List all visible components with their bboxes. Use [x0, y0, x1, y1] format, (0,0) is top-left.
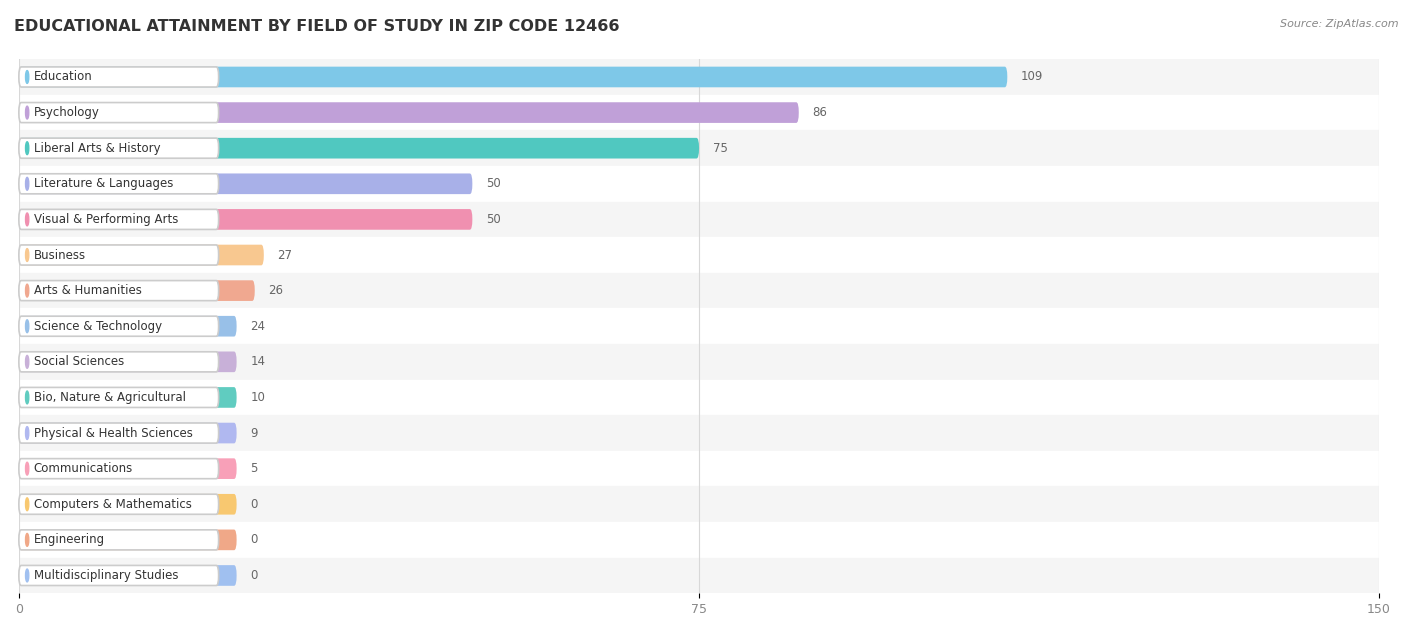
Circle shape [25, 177, 28, 190]
FancyBboxPatch shape [20, 245, 264, 266]
FancyBboxPatch shape [20, 316, 236, 336]
FancyBboxPatch shape [20, 387, 236, 408]
FancyBboxPatch shape [18, 67, 218, 87]
Text: Arts & Humanities: Arts & Humanities [34, 284, 142, 297]
Bar [20, 558, 1379, 593]
Text: 0: 0 [250, 498, 257, 510]
Text: Bio, Nature & Agricultural: Bio, Nature & Agricultural [34, 391, 186, 404]
FancyBboxPatch shape [20, 458, 236, 479]
Text: Communications: Communications [34, 462, 132, 475]
Text: Science & Technology: Science & Technology [34, 320, 162, 333]
Circle shape [25, 284, 28, 297]
Text: 27: 27 [277, 249, 292, 261]
Circle shape [25, 569, 28, 582]
Circle shape [25, 213, 28, 226]
Text: 0: 0 [250, 569, 257, 582]
FancyBboxPatch shape [20, 138, 699, 158]
Bar [20, 451, 1379, 487]
FancyBboxPatch shape [18, 103, 218, 122]
Text: Business: Business [34, 249, 86, 261]
FancyBboxPatch shape [18, 494, 218, 514]
Text: Education: Education [34, 71, 93, 83]
Bar [20, 309, 1379, 344]
Text: 9: 9 [250, 427, 257, 440]
Text: 26: 26 [269, 284, 284, 297]
Text: 75: 75 [713, 142, 727, 155]
Text: 50: 50 [486, 177, 501, 191]
FancyBboxPatch shape [20, 529, 236, 550]
FancyBboxPatch shape [20, 423, 236, 444]
Text: Engineering: Engineering [34, 533, 104, 546]
Circle shape [25, 533, 28, 546]
FancyBboxPatch shape [20, 565, 236, 586]
Circle shape [25, 355, 28, 369]
FancyBboxPatch shape [18, 352, 218, 372]
FancyBboxPatch shape [18, 423, 218, 443]
Text: 14: 14 [250, 355, 266, 369]
Circle shape [25, 391, 28, 404]
Text: Physical & Health Sciences: Physical & Health Sciences [34, 427, 193, 440]
FancyBboxPatch shape [18, 174, 218, 194]
Bar [20, 166, 1379, 201]
FancyBboxPatch shape [18, 387, 218, 408]
Bar [20, 344, 1379, 380]
Circle shape [25, 106, 28, 119]
FancyBboxPatch shape [20, 102, 799, 123]
FancyBboxPatch shape [20, 174, 472, 194]
Text: Liberal Arts & History: Liberal Arts & History [34, 142, 160, 155]
FancyBboxPatch shape [18, 281, 218, 300]
FancyBboxPatch shape [18, 316, 218, 336]
Bar [20, 237, 1379, 273]
Circle shape [25, 142, 28, 155]
Text: EDUCATIONAL ATTAINMENT BY FIELD OF STUDY IN ZIP CODE 12466: EDUCATIONAL ATTAINMENT BY FIELD OF STUDY… [14, 19, 620, 34]
Text: Literature & Languages: Literature & Languages [34, 177, 173, 191]
FancyBboxPatch shape [18, 209, 218, 230]
Text: 50: 50 [486, 213, 501, 226]
Bar [20, 380, 1379, 415]
Text: Visual & Performing Arts: Visual & Performing Arts [34, 213, 179, 226]
Circle shape [25, 249, 28, 261]
Bar [20, 95, 1379, 131]
FancyBboxPatch shape [18, 565, 218, 586]
Circle shape [25, 320, 28, 333]
Circle shape [25, 71, 28, 83]
FancyBboxPatch shape [20, 280, 254, 301]
Text: Social Sciences: Social Sciences [34, 355, 124, 369]
Text: Psychology: Psychology [34, 106, 100, 119]
Text: 109: 109 [1021, 71, 1043, 83]
Text: 5: 5 [250, 462, 257, 475]
Text: Source: ZipAtlas.com: Source: ZipAtlas.com [1281, 19, 1399, 29]
FancyBboxPatch shape [20, 67, 1007, 87]
Bar [20, 201, 1379, 237]
Bar [20, 415, 1379, 451]
FancyBboxPatch shape [18, 138, 218, 158]
FancyBboxPatch shape [18, 245, 218, 265]
FancyBboxPatch shape [18, 459, 218, 479]
Bar [20, 487, 1379, 522]
FancyBboxPatch shape [18, 530, 218, 550]
Text: Computers & Mathematics: Computers & Mathematics [34, 498, 191, 510]
Text: 24: 24 [250, 320, 266, 333]
Circle shape [25, 427, 28, 439]
Circle shape [25, 498, 28, 510]
Text: 86: 86 [813, 106, 827, 119]
Text: 0: 0 [250, 533, 257, 546]
Circle shape [25, 463, 28, 475]
FancyBboxPatch shape [20, 209, 472, 230]
FancyBboxPatch shape [20, 351, 236, 372]
Text: Multidisciplinary Studies: Multidisciplinary Studies [34, 569, 179, 582]
Bar [20, 131, 1379, 166]
Bar [20, 273, 1379, 309]
Bar [20, 522, 1379, 558]
Bar [20, 59, 1379, 95]
FancyBboxPatch shape [20, 494, 236, 515]
Text: 10: 10 [250, 391, 266, 404]
